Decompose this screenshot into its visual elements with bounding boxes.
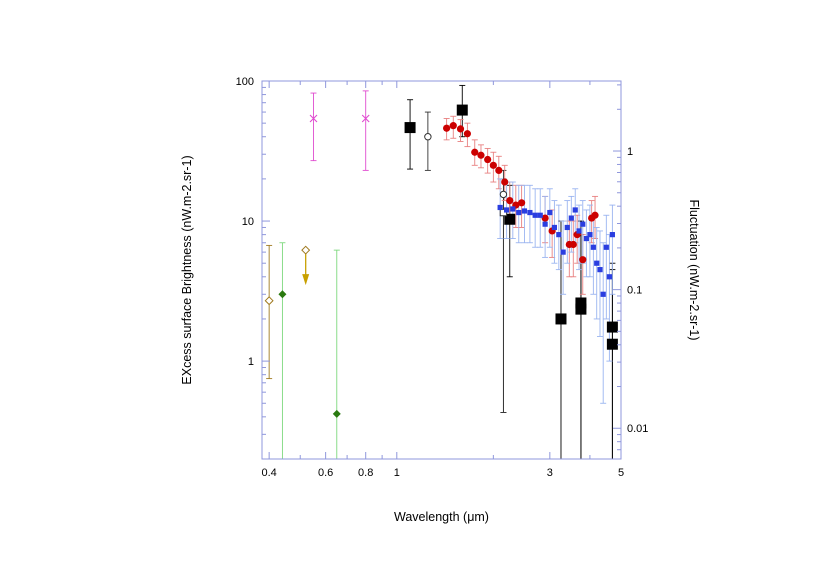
blue-square-marker — [600, 291, 606, 297]
red-circle-marker — [518, 199, 526, 207]
black-square-marker — [606, 321, 618, 333]
open-circle-marker — [499, 190, 508, 199]
black-square-marker — [456, 104, 468, 116]
data-markers — [264, 104, 618, 418]
blue-square-marker — [516, 209, 522, 216]
blue-square-marker — [497, 204, 503, 211]
blue-square-marker — [542, 221, 548, 227]
y-axis-right-label: Fluctuation (nW.m-2.sr-1) — [687, 199, 701, 340]
axis-ticks — [262, 80, 622, 460]
red-circle-marker — [495, 166, 503, 174]
black-square-marker — [575, 303, 587, 315]
blue-square-marker — [504, 207, 510, 213]
red-circle-marker — [541, 214, 549, 222]
error-bars — [266, 84, 616, 459]
x-axis-label: Wavelength (μm) — [394, 510, 489, 524]
upper-limit-arrow-head — [302, 274, 310, 286]
blue-square-marker — [521, 208, 528, 214]
blue-square-marker — [606, 274, 612, 280]
x-tick-label: 1 — [394, 467, 400, 479]
y-right-tick-label: 0.01 — [627, 423, 648, 435]
blue-square-marker — [580, 221, 586, 227]
blue-square-marker — [576, 228, 582, 234]
open-diamond-marker — [264, 296, 274, 306]
black-square-marker — [504, 213, 516, 225]
red-circle-marker — [489, 161, 497, 169]
red-circle-marker — [449, 122, 457, 130]
blue-square-marker — [597, 267, 603, 273]
green-diamond-marker — [278, 290, 287, 299]
red-circle-marker — [501, 178, 509, 186]
blue-square-marker — [609, 232, 615, 238]
black-square-marker — [555, 313, 567, 325]
tick-labels: 0.4 0.6 0.8 1 3 5 1 10 100 0.01 0.1 1 — [236, 76, 649, 479]
red-circle-marker — [579, 256, 587, 264]
blue-square-marker — [568, 215, 574, 221]
black-square-marker — [606, 338, 618, 350]
blue-square-marker — [551, 224, 558, 231]
black-square-marker — [404, 122, 416, 134]
y-left-tick-label: 100 — [236, 76, 254, 88]
y-right-tick-label: 1 — [627, 146, 633, 158]
open-circle-marker — [424, 133, 432, 141]
blue-square-marker — [560, 249, 566, 255]
blue-square-marker — [587, 232, 593, 238]
blue-square-marker — [590, 244, 596, 250]
red-circle-marker — [506, 196, 514, 205]
blue-square-marker — [603, 244, 609, 250]
y-left-tick-label: 1 — [248, 356, 254, 368]
blue-square-marker — [572, 207, 578, 213]
cross-marker — [361, 114, 370, 123]
red-circle-marker — [569, 240, 577, 249]
green-diamond-marker — [332, 409, 341, 418]
black-square-marker — [575, 297, 587, 309]
red-circle-marker — [477, 151, 485, 159]
blue-square-marker — [547, 209, 553, 216]
plot-frame — [261, 80, 622, 460]
blue-square-marker — [532, 212, 538, 218]
red-circle-marker — [484, 155, 492, 164]
blue-square-marker — [594, 260, 600, 266]
blue-square-marker — [556, 232, 562, 238]
cross-marker — [309, 114, 318, 123]
open-diamond-marker — [301, 245, 311, 255]
blue-square-marker — [537, 212, 543, 218]
x-tick-label: 3 — [547, 467, 553, 479]
blue-square-marker — [564, 224, 570, 231]
blue-square-marker — [583, 235, 589, 242]
blue-square-marker — [510, 206, 516, 212]
y-right-tick-label: 0.1 — [627, 285, 642, 297]
x-tick-label: 0.8 — [358, 467, 373, 479]
x-tick-label: 0.6 — [318, 467, 333, 479]
red-circle-marker — [463, 130, 471, 138]
red-circle-marker — [591, 211, 599, 219]
y-axis-left-label: EXcess surface Brightness (nW.m-2.sr-1) — [180, 155, 194, 384]
red-circle-marker — [471, 148, 479, 156]
x-tick-label: 0.4 — [261, 467, 276, 479]
blue-square-marker — [527, 209, 533, 216]
x-tick-label: 5 — [618, 467, 624, 479]
red-circle-marker — [443, 124, 451, 132]
red-circle-marker — [456, 125, 465, 133]
y-left-tick-label: 10 — [242, 216, 254, 228]
